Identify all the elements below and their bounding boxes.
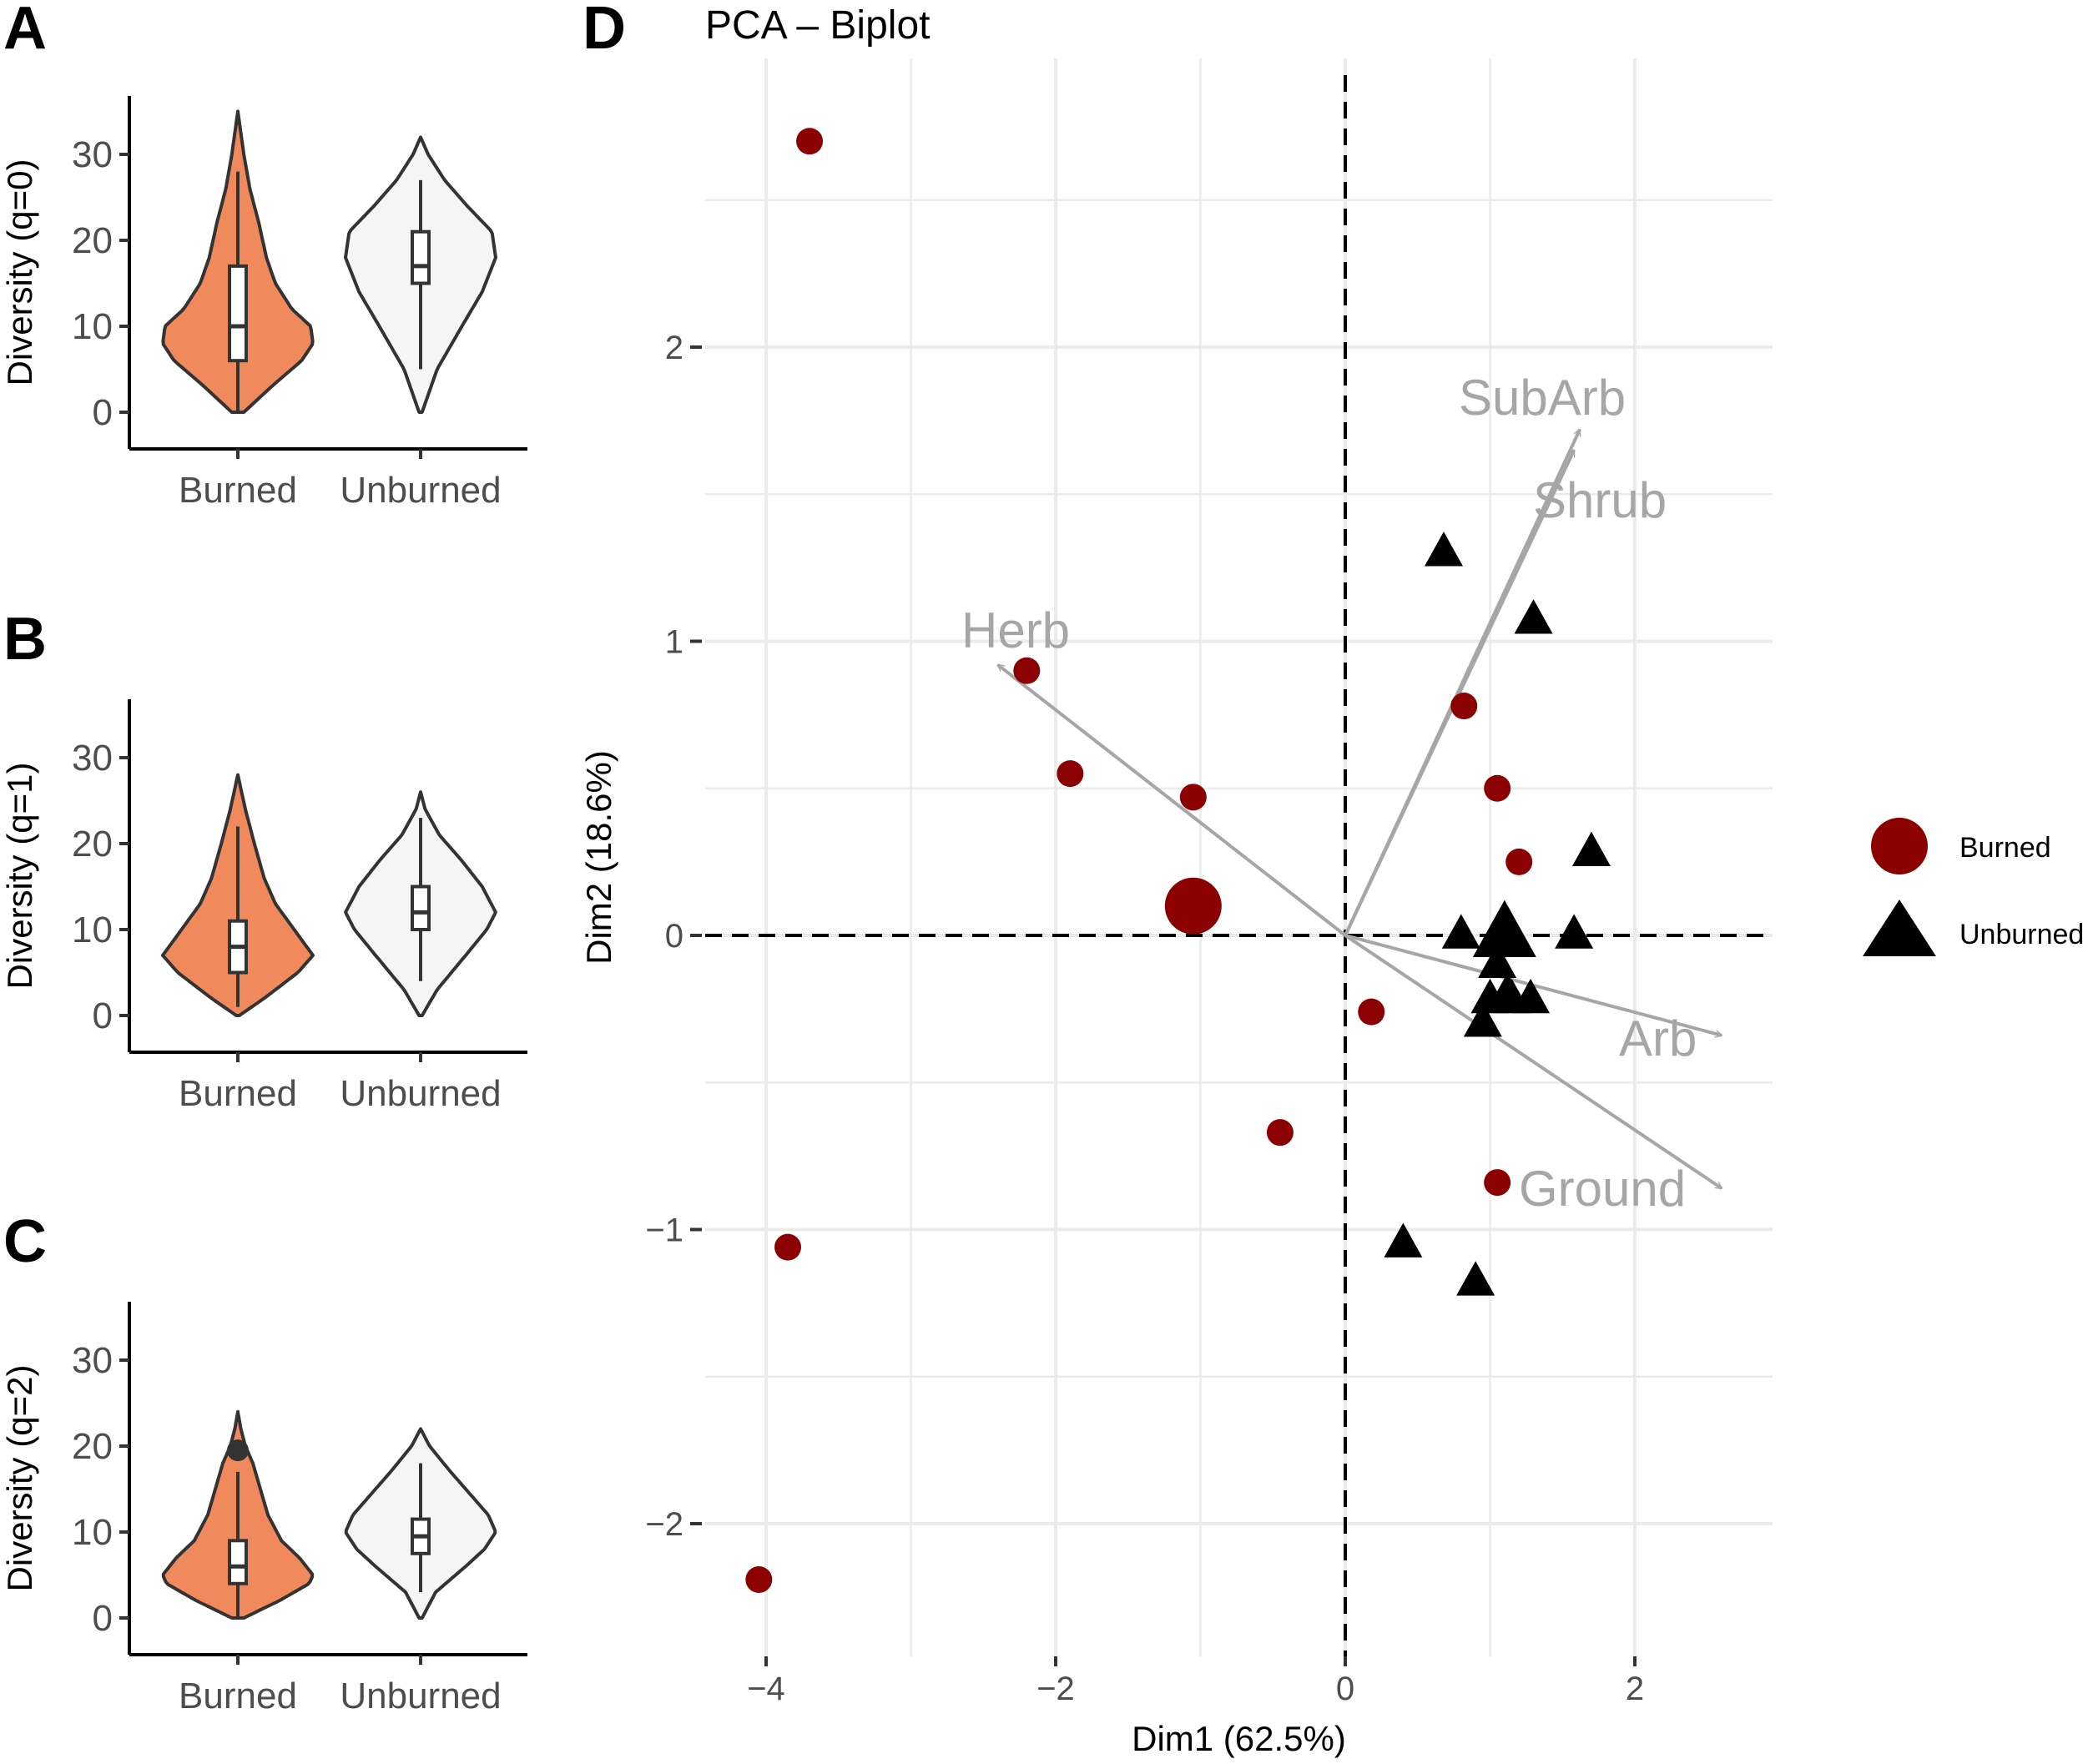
burned-point [1505,848,1533,875]
burned-point [1450,693,1478,720]
unburned-point [1514,599,1553,634]
legend-label-burned: Burned [1959,832,2051,864]
unburned-point [1571,831,1611,867]
x-tick-label-unburned: Unburned [340,1676,501,1716]
panel-letter-a: A [3,0,47,62]
y-tick-label: 30 [72,1340,113,1381]
box-iqr-unburned [411,229,431,285]
unburned-point [1555,914,1594,949]
y-tick-label: −1 [645,1212,683,1249]
burned-point [1266,1119,1294,1147]
y-tick-label: 30 [72,738,113,779]
y-tick-label: 0 [93,392,113,433]
x-tick-label-burned: Burned [179,1073,297,1114]
x-tick-label-unburned: Unburned [340,1073,501,1114]
y-axis-title: Dim2 (18.6%) [579,750,618,965]
y-tick-label: 2 [665,330,683,366]
pca-title: PCA – Biplot [705,3,930,48]
burned-point [1358,998,1385,1026]
x-tick-label: 2 [1626,1671,1644,1707]
loading-arrow-herb [998,663,1347,937]
burned-point [774,1233,802,1261]
variable-label-subarb: SubArb [1459,370,1626,426]
unburned-point [1424,532,1463,567]
unburned-point [1441,914,1480,949]
box-iqr-burned [228,264,248,363]
pca-biplot-panel: PCA – Biplot −2 −1 0 1 2 −4 −2 0 2 Dim1 (62.5%) Dim… [579,3,2084,1758]
burned-point [1057,760,1084,788]
y-tick-label: 0 [665,918,683,955]
y-tick-label: 10 [72,910,113,950]
y-axis-title: Diversity (q=1) [0,763,39,990]
burned-point [1484,774,1511,802]
x-axis-title: Dim1 (62.5%) [1132,1719,1346,1758]
y-tick-label: 0 [93,1598,113,1639]
x-tick-label-burned: Burned [179,1676,297,1716]
y-tick-label: 20 [72,824,113,864]
y-tick-label: 20 [72,220,113,261]
box-iqr-burned [228,1539,248,1585]
burned-mean-point [1164,877,1222,935]
burned-point [1179,784,1207,811]
x-tick-label: −2 [1036,1671,1075,1707]
y-tick-label: −2 [645,1506,683,1543]
burned-point [1484,1169,1511,1197]
unburned-point [1384,1222,1423,1257]
x-tick-label: 0 [1336,1671,1354,1707]
legend-key-burned [1871,818,1928,874]
loading-arrow-ground [1344,934,1722,1190]
unburned-point [1463,1002,1502,1037]
violin-panel-c: 0 10 20 30 Diversity (q=2) Burned Unburned [0,1302,527,1716]
burned-point [745,1565,773,1593]
legend-key-unburned [1863,900,1936,956]
y-axis-title: Diversity (q=0) [0,159,39,386]
x-tick-label: −4 [747,1671,785,1707]
burned-point [796,128,824,155]
y-tick-label: 20 [72,1426,113,1467]
unburned-point [1488,972,1527,1008]
y-tick-label: 1 [665,624,683,661]
unburned-mean-point [1472,900,1536,957]
variable-label-ground: Ground [1519,1161,1686,1217]
legend-label-unburned: Unburned [1959,919,2084,950]
panel-letter-c: C [3,1208,47,1275]
variable-label-shrub: Shrub [1533,472,1667,528]
y-tick-label: 10 [72,306,113,347]
y-tick-label: 10 [72,1512,113,1553]
variable-label-herb: Herb [961,602,1070,658]
y-tick-label: 0 [93,995,113,1036]
outlier-point [227,1439,249,1462]
x-tick-label-unburned: Unburned [340,470,501,511]
unburned-point [1456,1261,1495,1296]
variable-label-arb: Arb [1619,1011,1697,1066]
x-tick-label-burned: Burned [179,470,297,511]
violin-panel-b: 0 10 20 30 Diversity (q=1) Burned Unburned [0,699,527,1114]
y-axis-title: Diversity (q=2) [0,1365,39,1592]
panel-letter-d: D [583,0,626,62]
box-iqr-unburned [411,885,431,931]
loading-arrow-shrub [1344,450,1576,936]
burned-point [1013,657,1041,684]
panel-letter-b: B [3,606,47,673]
unburned-point [1478,943,1517,978]
violin-panel-a: 0 10 20 30 Diversity (q=0) Burned Unburned [0,96,527,511]
y-tick-label: 30 [72,134,113,175]
